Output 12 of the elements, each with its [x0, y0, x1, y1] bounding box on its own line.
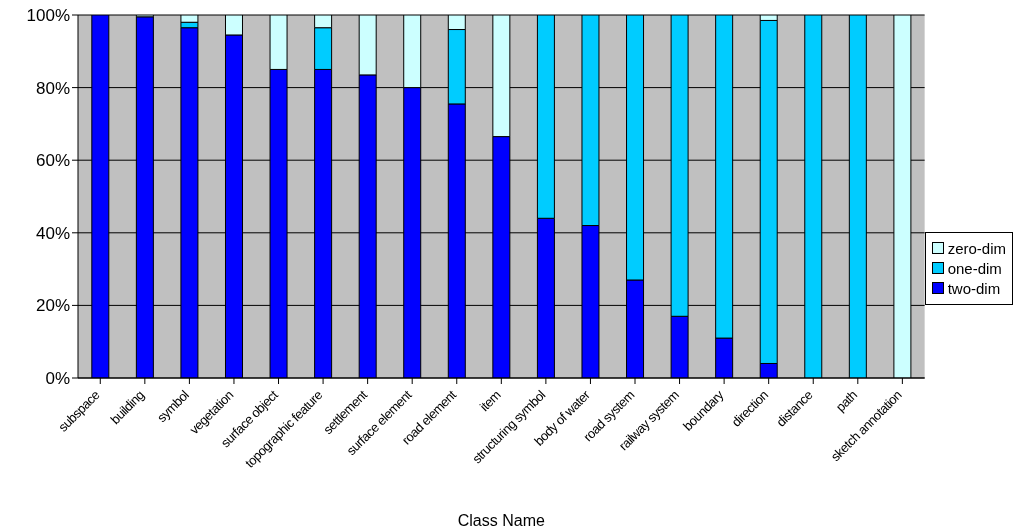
y-tick-label: 80% [35, 78, 70, 98]
x-tick-label: item [476, 387, 504, 415]
legend-label: two-dim [947, 279, 1001, 297]
y-tick-label: 40% [35, 223, 70, 243]
legend-label: one-dim [947, 259, 1002, 277]
x-tick-label: path [832, 387, 861, 415]
legend-label: zero-dim [947, 239, 1006, 257]
y-tick-label: 100% [26, 6, 70, 26]
y-tick-label: 60% [35, 151, 70, 171]
x-axis-title: Class Name [457, 512, 545, 529]
y-tick-label: 20% [35, 296, 70, 316]
y-tick-label: 0% [45, 369, 70, 389]
